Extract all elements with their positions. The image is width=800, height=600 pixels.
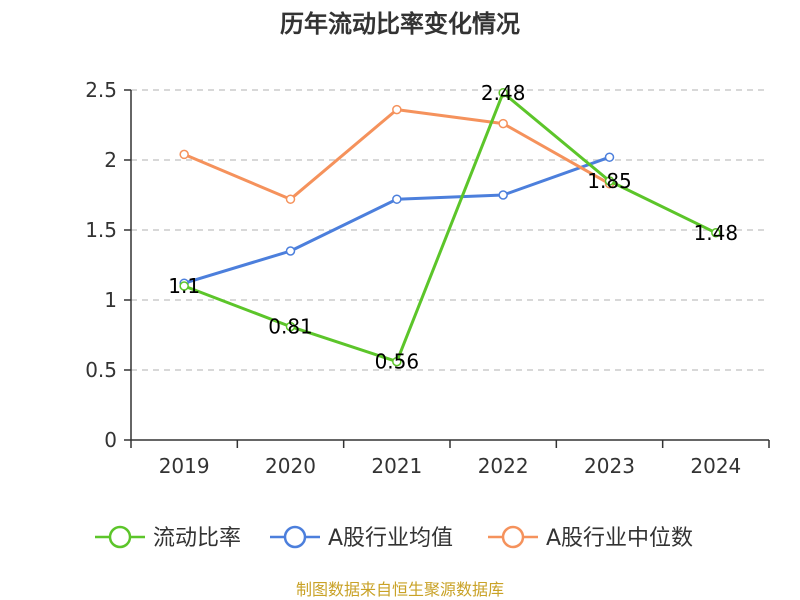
- y-tick-label: 2: [104, 148, 117, 172]
- data-label: 2.48: [481, 81, 526, 105]
- data-point: [285, 246, 296, 256]
- series-line: [183, 155, 611, 285]
- legend-marker: [108, 525, 132, 549]
- y-tick-label: 1.5: [85, 218, 117, 242]
- legend: 流动比率 A股行业均值 A股行业中位数: [95, 525, 693, 551]
- source-note: 制图数据来自恒生聚源数据库: [296, 580, 504, 599]
- data-point: [604, 152, 615, 162]
- data-point: [285, 194, 296, 204]
- data-label: 0.56: [375, 350, 420, 374]
- data-point: [711, 228, 721, 238]
- data-label: 1.85: [587, 169, 632, 193]
- chart-title: 历年流动比率变化情况: [280, 10, 520, 38]
- data-point: [392, 104, 402, 115]
- data-point: [392, 194, 402, 204]
- data-labels: 1.1 0.81 0.56 2.48 1.85 1.48: [168, 81, 738, 374]
- y-tick-label: 0.5: [85, 358, 117, 382]
- x-tick-label: 2021: [371, 454, 422, 478]
- data-point: [179, 149, 189, 160]
- data-label: 0.81: [268, 315, 313, 339]
- data-label: 1.1: [168, 274, 200, 298]
- y-tick-label: 1: [104, 288, 117, 312]
- data-point: [392, 356, 402, 367]
- legend-marker: [501, 525, 525, 549]
- x-tick-label: 2022: [478, 454, 529, 478]
- data-point: [498, 190, 508, 200]
- y-tick-label: 0: [104, 428, 117, 452]
- data-point: [498, 88, 508, 98]
- x-axis-ticks: 2019 2020 2021 2022 2023 2024: [130, 440, 770, 478]
- x-tick-label: 2020: [265, 454, 316, 478]
- x-tick-label: 2023: [584, 454, 635, 478]
- data-point: [179, 281, 189, 291]
- legend-marker: [283, 525, 307, 549]
- data-label: 1.48: [694, 221, 739, 245]
- legend-label: 流动比率: [153, 526, 241, 551]
- series-line: [183, 91, 717, 364]
- data-point: [285, 321, 296, 332]
- x-tick-label: 2024: [690, 454, 741, 478]
- series-group: [179, 88, 721, 367]
- legend-label: A股行业中位数: [546, 526, 693, 551]
- data-point: [604, 176, 615, 186]
- data-point: [498, 118, 508, 129]
- series-line: [183, 108, 611, 201]
- x-tick-label: 2019: [159, 454, 210, 478]
- axes: [130, 90, 769, 441]
- y-axis-ticks: 0 0.5 1 1.5 2 2.5: [85, 78, 131, 452]
- y-tick-label: 2.5: [85, 78, 117, 102]
- legend-label: A股行业均值: [328, 526, 453, 551]
